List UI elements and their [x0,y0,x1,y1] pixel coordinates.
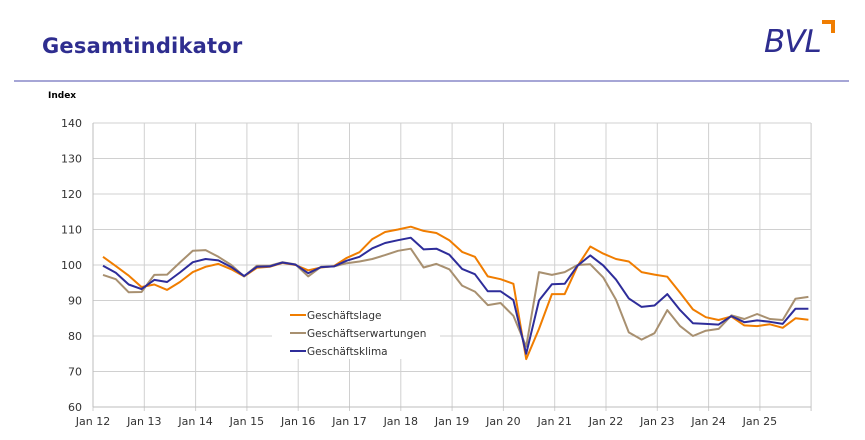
y-axis-label: Index [48,91,77,101]
bvl-logo: BVL [764,20,844,62]
x-tick-label: Jan 25 [742,415,777,428]
x-tick-label: Jan 13 [126,415,161,428]
x-tick-label: Jan 18 [383,415,418,428]
x-tick-label: Jan 12 [75,415,110,428]
series-line [102,247,809,348]
y-tick-label: 80 [68,330,82,343]
x-tick-label: Jan 14 [177,415,212,428]
y-tick-label: 120 [61,188,82,201]
series-line [102,236,809,355]
legend-background [272,301,440,359]
legend-label: Geschäftserwartungen [307,328,426,340]
x-tick-label: Jan 17 [331,415,366,428]
x-tick-label: Jan 16 [280,415,315,428]
logo-text: BVL [764,24,822,60]
x-tick-label: Jan 15 [229,415,264,428]
x-tick-label: Jan 22 [588,415,623,428]
y-tick-label: 60 [68,401,82,414]
x-tick-label: Jan 20 [485,415,520,428]
y-tick-label: 90 [68,295,82,308]
x-tick-label: Jan 23 [639,415,674,428]
chart-series [102,225,809,361]
header-divider [14,80,849,82]
x-tick-label: Jan 21 [536,415,571,428]
y-tick-label: 70 [68,366,82,379]
x-axis-ticks: Jan 12 Jan 13 Jan 14 Jan 15 Jan 16 Jan 17 Jan … [75,415,777,428]
y-axis-ticks: 60 70 80 90 100 110 120 130 140 [61,117,82,414]
y-tick-label: 100 [61,259,82,272]
legend-label: Geschäftslage [307,310,382,322]
legend-label: Geschäftsklima [307,346,388,358]
page-title: Gesamtindikator [42,34,243,58]
y-tick-label: 130 [61,153,82,166]
chart-grid [92,122,812,411]
y-tick-label: 140 [61,117,82,130]
x-tick-label: Jan 24 [690,415,725,428]
x-tick-label: Jan 19 [434,415,469,428]
y-tick-label: 110 [61,224,82,237]
series-line [102,225,809,361]
chart-legend: Geschäftslage Geschäftserwartungen Geschäf… [290,310,426,358]
logo-corner-mark-icon [822,20,835,33]
